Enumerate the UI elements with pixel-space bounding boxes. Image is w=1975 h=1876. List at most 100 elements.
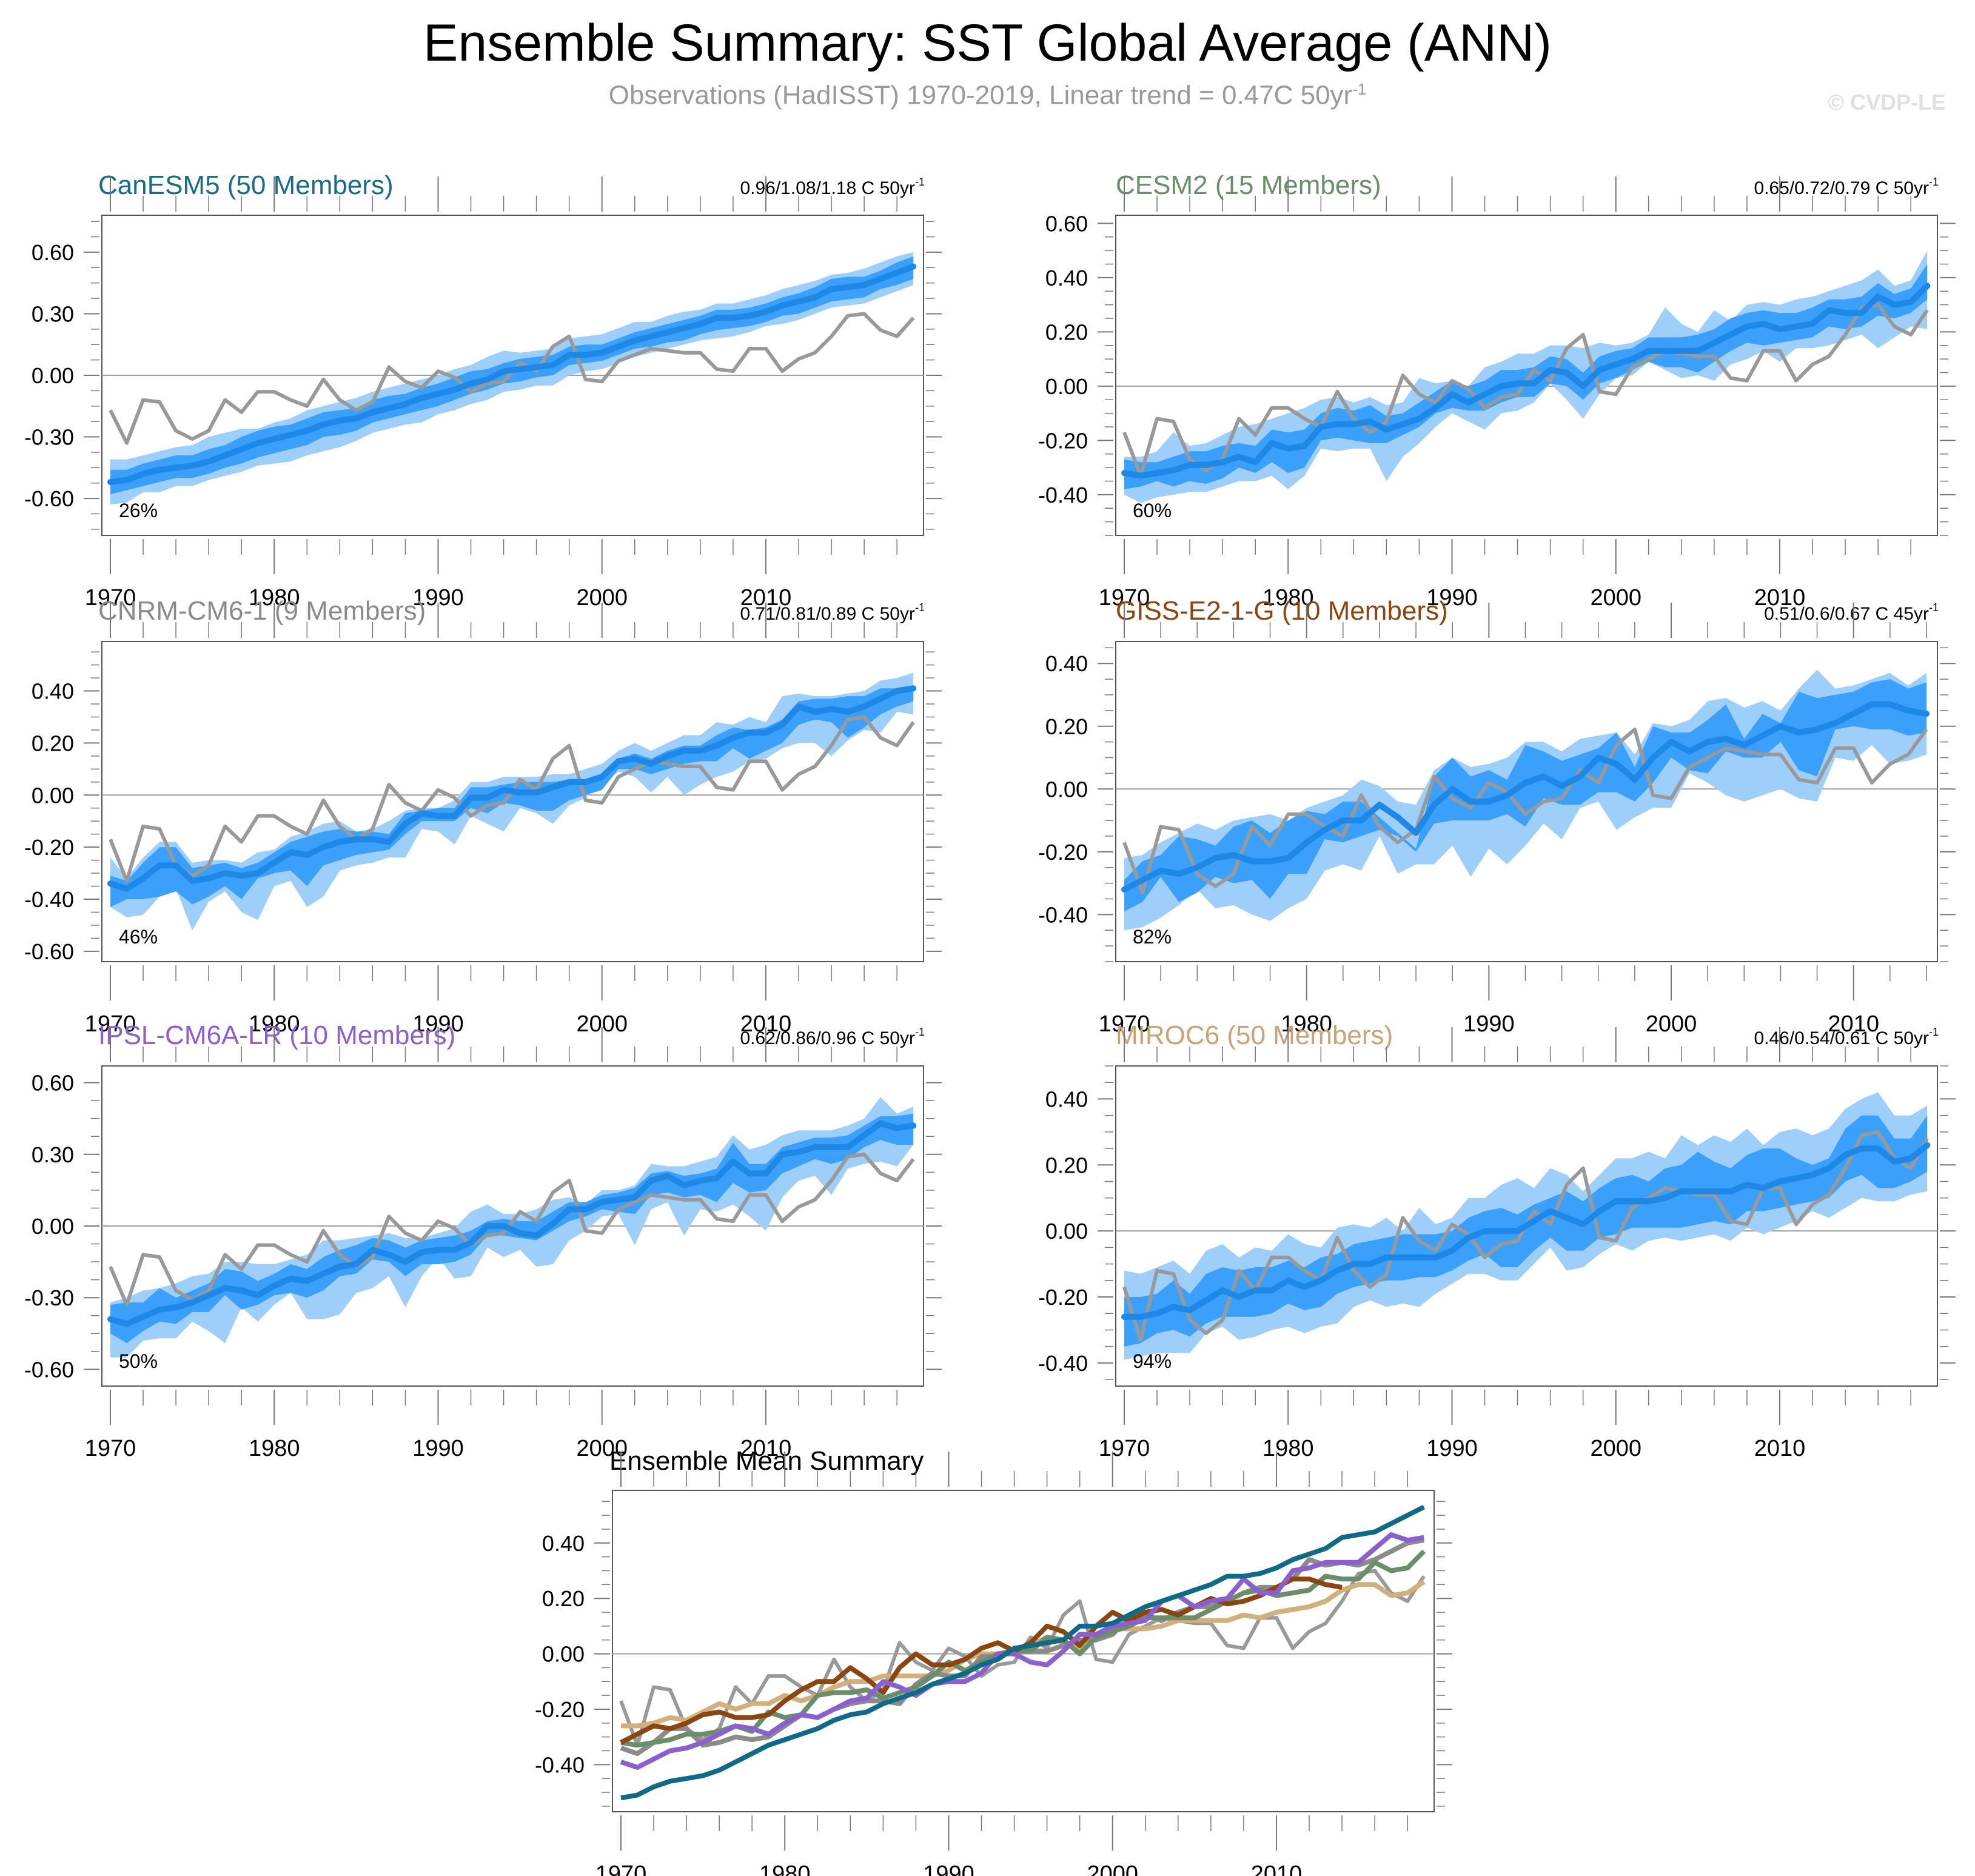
x-tick-label: 2010 bbox=[1754, 585, 1806, 611]
x-tick-label: 2010 bbox=[1828, 1011, 1879, 1037]
x-tick-label: 1990 bbox=[1426, 1436, 1478, 1461]
y-tick-label: 0.30 bbox=[32, 301, 74, 326]
subtitle-superscript: -1 bbox=[1352, 80, 1367, 98]
ensemble-mean-line bbox=[1121, 1142, 1931, 1320]
trend-label-text: 0.46/0.54/0.61 C 50yr bbox=[1754, 1028, 1929, 1048]
plot-frame bbox=[101, 641, 924, 962]
panel-ipsl-cm6a-lr: IPSL-CM6A-LR (10 Members) 0.62/0.86/0.96 … bbox=[24, 1020, 942, 1461]
x-tick-label: 2000 bbox=[1590, 1436, 1641, 1461]
y-tick-label: 0.30 bbox=[32, 1142, 74, 1167]
y-tick-label: 0.00 bbox=[32, 1214, 74, 1239]
y-tick-label: -0.60 bbox=[24, 1357, 74, 1382]
x-tick-label: 2000 bbox=[1590, 585, 1641, 611]
trend-label-superscript: -1 bbox=[1929, 1026, 1939, 1038]
percent-label: 94% bbox=[1133, 1350, 1172, 1372]
plot-frame bbox=[612, 1490, 1435, 1812]
x-tick-label: 1970 bbox=[595, 1861, 647, 1876]
ensemble-spread-inner bbox=[110, 256, 914, 495]
y-tick-label: -0.20 bbox=[24, 835, 74, 860]
ensemble-mean-line bbox=[107, 1120, 917, 1327]
percent-label: 82% bbox=[1133, 926, 1172, 948]
trend-label-superscript: -1 bbox=[1929, 601, 1939, 614]
percent-label: 60% bbox=[1133, 500, 1172, 521]
x-tick-label: 1990 bbox=[1426, 585, 1478, 611]
y-tick-label: -0.30 bbox=[24, 425, 74, 450]
y-tick-label: -0.20 bbox=[1038, 840, 1088, 865]
y-tick-label: 0.00 bbox=[1045, 374, 1088, 399]
panel-cnrm-cm6-1: CNRM-CM6-1 (9 Members) 0.71/0.81/0.89 C 5… bbox=[24, 596, 942, 1037]
trend-label-superscript: -1 bbox=[1929, 176, 1939, 188]
x-tick-label: 1990 bbox=[923, 1861, 974, 1876]
summary-line-giss-e2-1-g bbox=[620, 1576, 1343, 1745]
y-tick-label: 0.20 bbox=[32, 731, 74, 755]
ensemble-mean-line bbox=[107, 685, 917, 892]
trend-label: 0.62/0.86/0.96 C 50yr-1 bbox=[740, 1026, 925, 1048]
y-tick-label: -0.20 bbox=[1038, 1285, 1088, 1310]
y-tick-label: 0.20 bbox=[1045, 1153, 1088, 1178]
x-tick-label: 1990 bbox=[412, 1436, 464, 1461]
y-tick-label: 0.20 bbox=[542, 1586, 585, 1611]
panel-canesm5: CanESM5 (50 Members) 0.96/1.08/1.18 C 50y… bbox=[24, 170, 942, 611]
observations-line bbox=[109, 1152, 915, 1307]
trend-label-text: 0.51/0.6/0.67 C 45yr bbox=[1764, 604, 1929, 624]
trend-label: 0.51/0.6/0.67 C 45yr-1 bbox=[1764, 601, 1939, 624]
percent-label: 50% bbox=[119, 1350, 158, 1372]
y-tick-label: 0.40 bbox=[32, 679, 74, 704]
panel-miroc6: MIROC6 (50 Members) 0.46/0.54/0.61 C 50yr… bbox=[1038, 1020, 1956, 1461]
y-tick-label: -0.40 bbox=[535, 1752, 585, 1777]
panel-title: CESM2 (15 Members) bbox=[1116, 170, 1381, 200]
ensemble-spread-inner bbox=[1124, 264, 1928, 489]
y-tick-label: 0.20 bbox=[1045, 320, 1088, 344]
y-tick-label: -0.40 bbox=[24, 887, 74, 912]
trend-label-superscript: -1 bbox=[915, 601, 925, 614]
trend-label: 0.71/0.81/0.89 C 50yr-1 bbox=[740, 601, 925, 624]
x-tick-label: 1990 bbox=[1463, 1011, 1515, 1037]
y-tick-label: -0.40 bbox=[1038, 483, 1088, 508]
figure-subtitle: Observations (HadISST) 1970-2019, Linear… bbox=[0, 80, 1975, 111]
plot-frame bbox=[1115, 1065, 1938, 1387]
trend-label: 0.65/0.72/0.79 C 50yr-1 bbox=[1754, 176, 1939, 198]
y-tick-label: -0.60 bbox=[24, 939, 74, 964]
x-tick-label: 1980 bbox=[1281, 1011, 1332, 1037]
y-tick-label: 0.40 bbox=[1045, 266, 1088, 290]
y-tick-label: -0.60 bbox=[24, 486, 74, 511]
panel-giss-e2-1-g: GISS-E2-1-G (10 Members) 0.51/0.6/0.67 C … bbox=[1038, 596, 1956, 1037]
x-tick-label: 1970 bbox=[85, 1436, 136, 1461]
x-tick-label: 1980 bbox=[759, 1861, 811, 1876]
observations-line bbox=[1122, 727, 1928, 895]
y-tick-label: 0.60 bbox=[32, 1071, 74, 1096]
percent-label: 46% bbox=[119, 926, 158, 948]
y-tick-label: 0.00 bbox=[1045, 1219, 1088, 1244]
panel-cesm2: CESM2 (15 Members) 0.65/0.72/0.79 C 50yr-… bbox=[1038, 170, 1956, 611]
panel-title: Ensemble Mean Summary bbox=[609, 1446, 924, 1476]
y-tick-label: 0.00 bbox=[1045, 777, 1088, 802]
trend-label-superscript: -1 bbox=[915, 1026, 925, 1038]
trend-label: 0.46/0.54/0.61 C 50yr-1 bbox=[1754, 1026, 1939, 1048]
plot-frame bbox=[1115, 641, 1938, 962]
y-tick-label: -0.20 bbox=[1038, 428, 1088, 453]
x-tick-label: 2010 bbox=[1754, 1436, 1806, 1461]
trend-label-superscript: -1 bbox=[915, 176, 925, 188]
x-tick-label: 1980 bbox=[1262, 585, 1314, 611]
y-tick-label: -0.20 bbox=[535, 1697, 585, 1722]
panel-title: IPSL-CM6A-LR (10 Members) bbox=[98, 1020, 455, 1050]
ensemble-spread-inner bbox=[1124, 1115, 1928, 1347]
summary-line-ipsl-cm6a-lr bbox=[620, 1532, 1424, 1770]
y-tick-label: 0.00 bbox=[32, 363, 74, 388]
trend-label-text: 0.96/1.08/1.18 C 50yr bbox=[740, 178, 915, 198]
trend-label-text: 0.62/0.86/0.96 C 50yr bbox=[740, 1028, 915, 1048]
x-tick-label: 2000 bbox=[1646, 1011, 1697, 1037]
summary-line-canesm5 bbox=[620, 1504, 1426, 1801]
x-tick-label: 1970 bbox=[1099, 1436, 1150, 1461]
panel-ensemble-mean-summary: Ensemble Mean Summary 1970 1980 1990 2000 201… bbox=[535, 1446, 1452, 1876]
x-tick-label: 2000 bbox=[576, 1436, 628, 1461]
y-tick-label: 0.40 bbox=[542, 1531, 585, 1556]
y-tick-label: -0.40 bbox=[1038, 902, 1088, 927]
percent-label: 26% bbox=[119, 500, 158, 521]
panel-title: CNRM-CM6-1 (9 Members) bbox=[98, 596, 426, 626]
subtitle-text: Observations (HadISST) 1970-2019, Linear… bbox=[608, 80, 1353, 110]
ensemble-mean-line bbox=[107, 263, 917, 485]
y-tick-label: 0.60 bbox=[1045, 211, 1088, 236]
ensemble-mean-line bbox=[1121, 283, 1931, 479]
